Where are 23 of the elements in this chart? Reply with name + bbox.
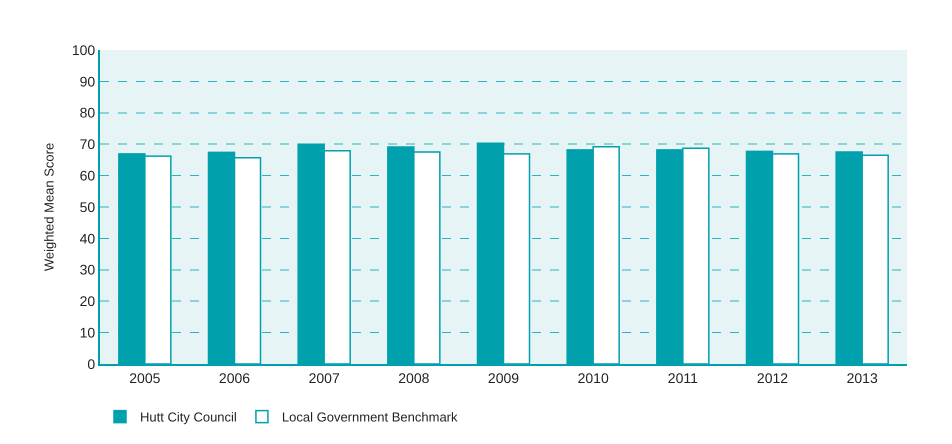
y-tick-label: 70 [80,136,96,152]
x-tick-label: 2005 [129,370,161,386]
x-tick-label: 2007 [308,370,340,386]
y-tick-label: 30 [80,262,96,278]
x-tick-label: 2006 [218,370,250,386]
x-tick-label: 2008 [398,370,430,386]
y-axis-title: Weighted Mean Score [41,142,56,272]
x-tick-label: 2012 [756,370,788,386]
y-tick-label: 10 [80,324,96,340]
x-tick-label: 2013 [846,370,878,386]
y-tick-label: 40 [80,230,96,246]
y-tick-label: 20 [80,293,96,310]
x-tick-label: 2010 [578,370,609,386]
y-tick-label: 80 [80,104,96,121]
y-tick-label: 90 [80,73,96,90]
y-tick-label: 0 [87,356,96,372]
legend-label: Hutt City Council [140,410,237,425]
y-tick-label: 100 [72,42,96,58]
y-tick-label: 60 [80,168,96,184]
x-tick-label: 2011 [668,370,698,386]
legend-label: Local Government Benchmark [282,410,458,425]
x-tick-label: 2009 [488,370,520,386]
y-tick-label: 50 [80,198,96,215]
